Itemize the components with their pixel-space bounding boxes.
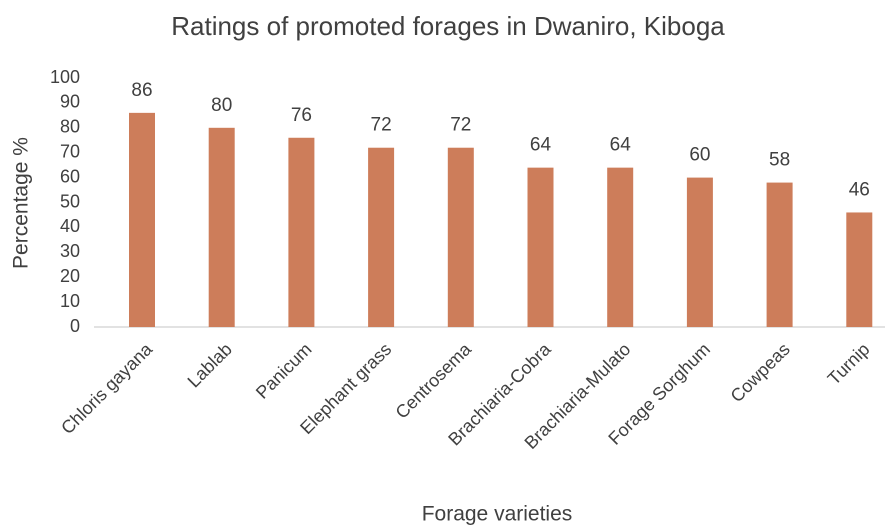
value-label: 76 [291,105,312,126]
bar [288,137,315,327]
value-label: 58 [769,150,790,171]
value-label: 64 [610,135,632,156]
x-tick-label: Cowpeas [727,339,794,406]
x-tick-label: Chloris gayana [57,338,157,438]
value-label: 72 [450,115,471,136]
bar [129,112,155,327]
value-label: 64 [530,135,552,156]
bar [686,177,713,327]
bar [447,147,474,327]
bar [846,212,873,327]
bar [527,167,554,327]
y-tick-label: 70 [60,141,80,161]
x-tick-label: Lablab [184,339,236,391]
value-label: 80 [211,95,232,116]
y-tick-label: 50 [60,191,80,211]
x-axis-title: Forage varieties [422,503,573,526]
value-label: 86 [131,80,152,101]
y-tick-label: 40 [60,216,80,236]
bar [368,147,395,327]
y-tick-label: 30 [60,241,80,261]
x-tick-label: Centrosema [392,338,476,422]
y-tick-label: 0 [70,316,80,336]
y-tick-label: 100 [50,67,80,87]
y-axis-title: Percentage % [10,137,33,269]
bar [208,127,235,327]
y-tick-label: 60 [60,166,80,186]
x-tick-label: Panicum [252,339,316,403]
value-label: 60 [689,145,710,166]
bar [766,182,793,327]
bar [607,167,634,327]
y-tick-label: 80 [60,117,80,137]
y-tick-label: 20 [60,266,80,286]
x-tick-label: Turnip [824,339,874,389]
y-tick-label: 10 [60,291,80,311]
y-tick-label: 90 [60,92,80,112]
value-label: 46 [849,179,870,200]
chart-title: Ratings of promoted forages in Dwaniro, … [171,11,725,41]
value-label: 72 [371,115,392,136]
